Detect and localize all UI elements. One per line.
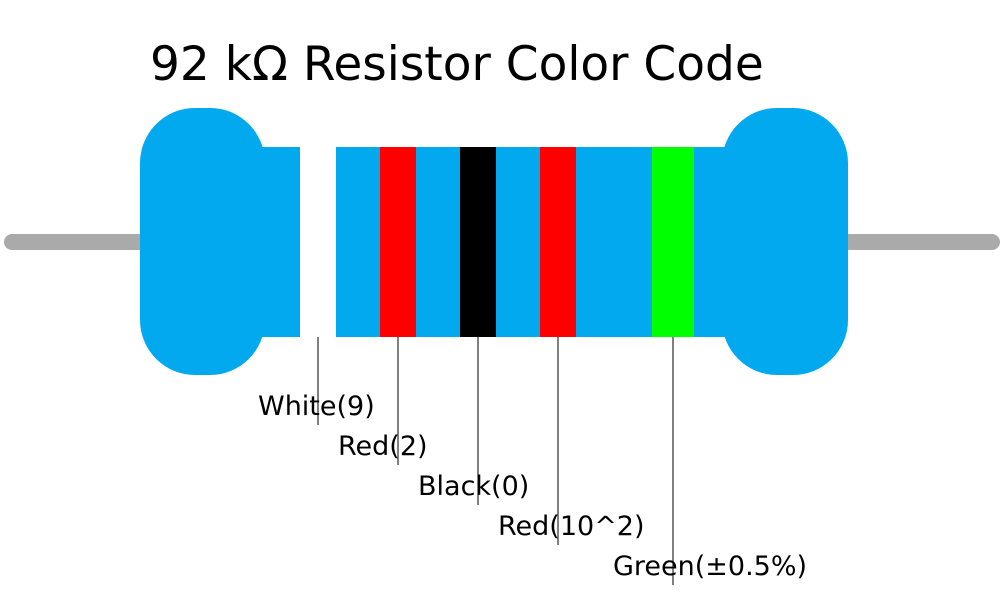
band [460, 147, 496, 337]
band [380, 147, 416, 337]
bands: White(9) Red(2) Black(0) Red(10^2) Green(±0.… [258, 147, 807, 585]
band-label: White(9) [258, 391, 375, 422]
cap-left [140, 108, 265, 375]
band-label: Black(0) [418, 471, 529, 502]
band-label: Red(2) [338, 431, 428, 462]
band [652, 147, 694, 337]
title: 92 kΩ Resistor Color Code [150, 37, 764, 92]
band-label: Green(±0.5%) [613, 551, 807, 582]
cap-right [722, 108, 848, 375]
band-label: Red(10^2) [498, 511, 645, 542]
band [300, 147, 336, 337]
band [540, 147, 576, 337]
